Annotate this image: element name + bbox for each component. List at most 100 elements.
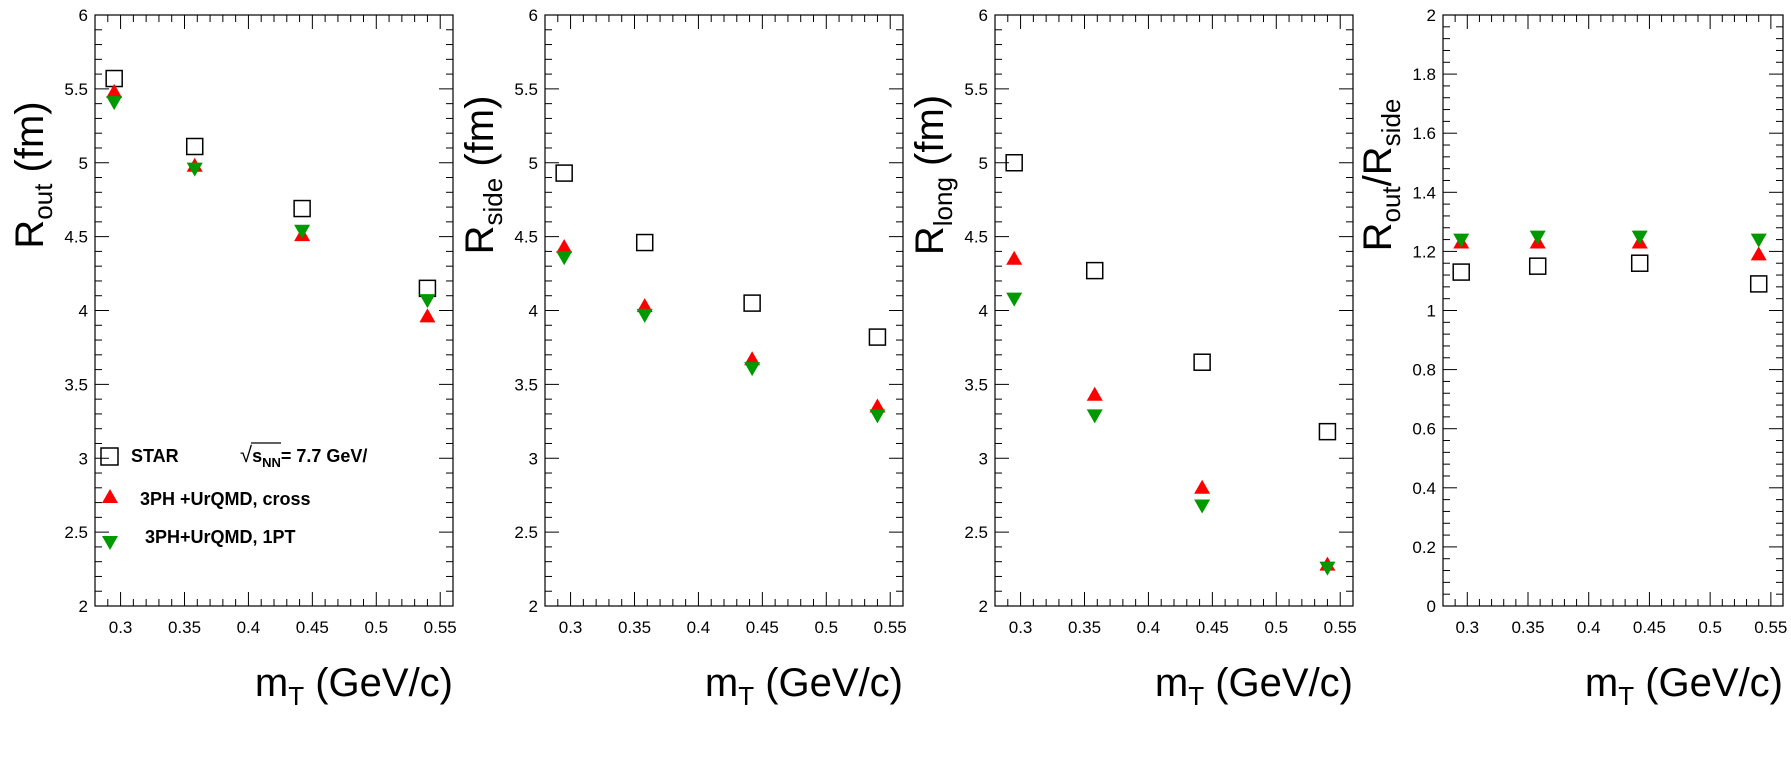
legend-star-marker [100, 447, 119, 466]
y-title-unit: (fm) [908, 95, 952, 177]
x-title-sub: T [738, 681, 754, 711]
y-tick-label: 5.5 [514, 80, 538, 99]
y-tick-label: 5.5 [64, 80, 88, 99]
x-tick-label: 0.45 [1196, 618, 1229, 637]
onept-point [294, 224, 311, 239]
x-tick-label: 0.35 [1511, 618, 1544, 637]
y-title-main: R [458, 226, 502, 255]
x-title-unit: (GeV/c) [304, 661, 453, 705]
x-tick-label: 0.5 [364, 618, 388, 637]
y-tick-label: 2 [79, 597, 88, 616]
x-title-unit: (GeV/c) [1634, 661, 1783, 705]
energy-sub: NN [262, 455, 281, 470]
cross-point [1006, 250, 1023, 265]
legend: STAR √sNN= 7.7 GeV/ 3PH +UrQMD, cross 3P… [100, 442, 367, 550]
star-point [1749, 275, 1768, 293]
star-point [635, 233, 654, 252]
x-tick-label: 0.3 [559, 618, 583, 637]
y-title-unit: (fm) [458, 96, 502, 178]
cross-point [556, 238, 573, 253]
cross-point [744, 351, 761, 366]
y-title-sub: out [28, 183, 58, 220]
y-tick-label: 2.5 [64, 523, 88, 542]
y-tick-label: 4 [979, 302, 988, 321]
y-axis-title: Rside (fm) [458, 96, 508, 255]
x-axis-title: mT (GeV/c) [255, 661, 453, 711]
y-tick-label: 5 [529, 154, 538, 173]
x-title-sub: T [288, 681, 304, 711]
onept-point [186, 162, 203, 177]
x-tick-label: 0.5 [814, 618, 838, 637]
onept-point [744, 362, 761, 377]
legend-energy-label: √sNN= 7.7 GeV/ [240, 442, 367, 470]
x-tick-label: 0.55 [1324, 618, 1357, 637]
y-tick-label: 2 [979, 597, 988, 616]
x-axis-title: mT (GeV/c) [1155, 661, 1353, 711]
x-tick-label: 0.5 [1264, 618, 1288, 637]
y-tick-label: 5 [79, 154, 88, 173]
cross-point [1750, 246, 1767, 261]
y-tick-label: 6 [529, 6, 538, 25]
y-title-main: R [8, 220, 52, 249]
star-point [1005, 154, 1023, 172]
y-tick-label: 4 [79, 302, 88, 321]
y-tick-label: 3 [979, 449, 988, 468]
panel-1: 0.3 0.35 0.4 0.45 0.5 0.55 2 2.5 3 3.5 4 4.5 5 5.5 6 Ro… [8, 6, 457, 711]
legend-cross-label: 3PH +UrQMD, cross [140, 489, 311, 509]
cross-point [1194, 479, 1211, 494]
y-tick-label: 3 [79, 449, 88, 468]
star-point [185, 137, 204, 156]
cross-point [106, 83, 123, 98]
y-tick-label: 2 [529, 597, 538, 616]
y-tick-label: 6 [979, 6, 988, 25]
sqrt-symbol: √ [240, 442, 253, 467]
legend-onept-marker [102, 536, 118, 550]
y-title-sub: side [478, 178, 508, 226]
y-tick-label: 4 [529, 302, 538, 321]
onept-point [1319, 561, 1336, 576]
y-tick-label: 0.2 [1412, 538, 1436, 557]
x-tick-label: 0.45 [746, 618, 779, 637]
legend-star-label: STAR [131, 446, 179, 466]
y-tick-label: 4.5 [964, 228, 988, 247]
y-axis-title: Rlong (fm) [908, 95, 958, 255]
y-title-sub: out [1376, 186, 1406, 223]
x-tick-label: 0.35 [168, 618, 201, 637]
y-title-main: R [1356, 222, 1400, 251]
star-point [1452, 263, 1470, 281]
onept-point [636, 308, 653, 323]
x-title-sub: T [1188, 681, 1204, 711]
x-title-main: m [705, 661, 738, 705]
star-point [1630, 254, 1649, 272]
star-point [555, 164, 573, 182]
y-tick-label: 1.8 [1412, 65, 1436, 84]
star-point [1085, 261, 1104, 280]
y-tick-label: 2.5 [514, 523, 538, 542]
x-title-unit: (GeV/c) [1204, 661, 1353, 705]
y-tick-label: 3.5 [964, 375, 988, 394]
cross-point [636, 298, 653, 313]
y-tick-label: 0.8 [1412, 361, 1436, 380]
x-tick-label: 0.3 [1009, 618, 1033, 637]
star-point [1528, 257, 1547, 275]
cross-point [1086, 386, 1103, 401]
star-point [1318, 422, 1337, 441]
y-tick-label: 5 [979, 154, 988, 173]
y-tick-label: 2 [1427, 6, 1436, 25]
y-tick-label: 5.5 [964, 80, 988, 99]
legend-onept-label: 3PH+UrQMD, 1PT [145, 527, 296, 547]
onept-point [556, 251, 573, 266]
onept-point [419, 294, 436, 309]
onept-point [1631, 230, 1648, 245]
y-title-main: R [908, 226, 952, 255]
y-tick-label: 0 [1427, 597, 1436, 616]
x-tick-label: 0.35 [618, 618, 651, 637]
panel-4: 0.3 0.35 0.4 0.45 0.5 0.55 0 0.2 0.4 0.6 0.8 1 1.2 1.… [1356, 6, 1787, 711]
x-title-main: m [1155, 661, 1188, 705]
onept-point [869, 409, 886, 424]
star-point [743, 294, 761, 312]
x-title-sub: T [1618, 681, 1634, 711]
panel-3: 0.3 0.35 0.4 0.45 0.5 0.55 2 2.5 3 3.5 4 4.5 5 5.5 6 Rl… [908, 6, 1357, 711]
panel-2: 0.3 0.35 0.4 0.45 0.5 0.55 2 2.5 3 3.5 4 4.5 5 5.5 6 Rs… [458, 6, 907, 711]
